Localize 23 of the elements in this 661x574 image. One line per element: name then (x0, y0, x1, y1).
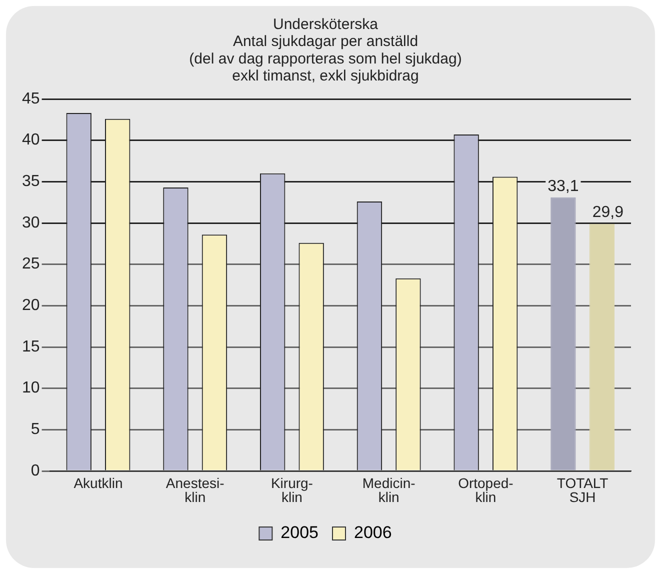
x-tick-label: Kirurg- klin (270, 474, 314, 505)
x-tick-label: Anestesi- klin (166, 474, 225, 505)
y-tick-label: 5 (30, 421, 40, 438)
data-label: 29,9 (592, 204, 624, 222)
x-tick-label: Medicin- klin (362, 474, 416, 505)
data-label: 33,1 (548, 178, 579, 195)
y-tick-label: 15 (22, 338, 40, 356)
bar (550, 197, 576, 470)
y-tick-label: 0 (30, 462, 40, 480)
x-tick-label: Ortoped- klin (458, 474, 514, 505)
legend-label: 2006 (354, 523, 392, 542)
y-tick-label: 25 (22, 256, 40, 273)
y-tick-label: 35 (22, 173, 40, 190)
y-tick-label: 20 (22, 297, 40, 314)
legend-label: 2005 (280, 523, 319, 542)
y-tick-label: 45 (22, 90, 40, 108)
x-tick-label: Akutklin (74, 474, 123, 491)
y-tick-label: 10 (22, 380, 40, 397)
chart-title: Undersköterska Antal sjukdagar per anställd (del av dag rapporteras som hel sjukdag) exkl timanst, exkl sjukbidrag (189, 16, 462, 85)
y-tick-label: 30 (22, 214, 40, 232)
y-tick-label: 40 (22, 132, 40, 149)
bar (589, 224, 615, 470)
x-tick-label: TOTALT SJH (556, 474, 609, 505)
